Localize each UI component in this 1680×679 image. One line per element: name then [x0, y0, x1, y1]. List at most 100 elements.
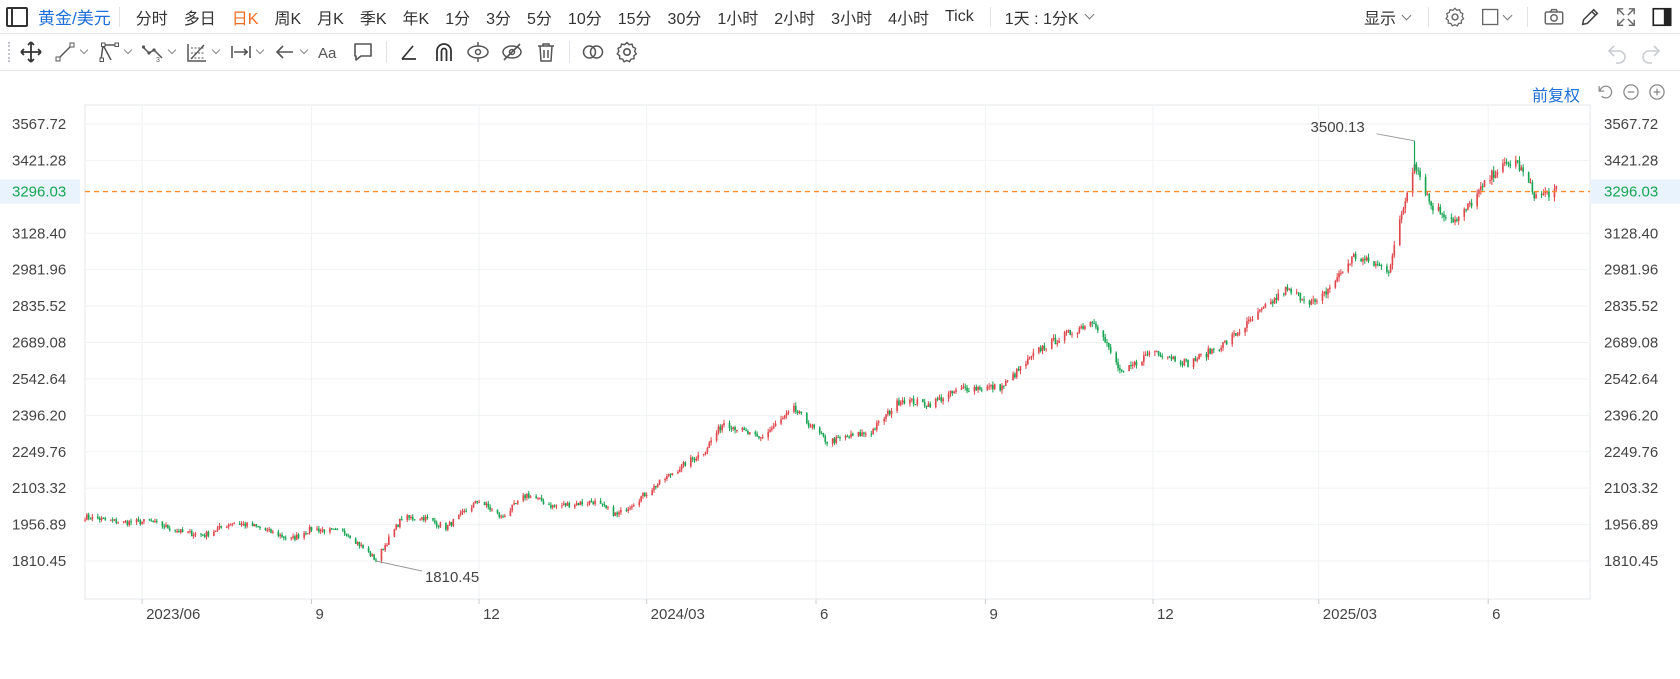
candle-body [677, 471, 679, 474]
trash-icon[interactable] [529, 34, 563, 71]
candle-body [1520, 167, 1523, 171]
period-tab[interactable]: 5分 [527, 10, 552, 28]
zoom-in-icon[interactable] [1644, 80, 1670, 104]
compare-icon[interactable] [576, 34, 610, 71]
candle-body [1120, 370, 1123, 372]
move-icon[interactable] [14, 34, 48, 71]
candle-body [586, 503, 589, 505]
candle-body [1341, 271, 1344, 273]
period-tab[interactable]: 1分 [445, 10, 471, 28]
comment-icon[interactable] [346, 34, 380, 71]
undo-icon[interactable] [1600, 34, 1634, 71]
candle-body [1014, 373, 1016, 378]
candle-body [445, 522, 447, 530]
text-icon[interactable]: Aa [312, 34, 346, 71]
candle-body [723, 423, 725, 426]
zoom-out-icon[interactable] [1618, 80, 1644, 104]
candle-body [782, 417, 784, 420]
period-tab[interactable]: 周K [274, 10, 302, 28]
layout-icon[interactable] [1473, 0, 1519, 34]
toolbar-divider [386, 41, 387, 63]
candle-body [266, 529, 269, 531]
magnet-icon[interactable] [427, 34, 461, 71]
candle-body [251, 522, 254, 527]
panel-icon[interactable] [1644, 0, 1680, 34]
hide-icon[interactable] [495, 34, 529, 71]
arrow-icon[interactable] [268, 34, 312, 71]
candle-body [706, 447, 709, 452]
candle-body [745, 429, 747, 432]
candle-body [1284, 287, 1287, 295]
period-tab[interactable]: 分时 [135, 10, 168, 28]
period-tab[interactable]: 年K [402, 10, 430, 28]
candle-body [968, 391, 970, 393]
candle-body [522, 495, 525, 501]
candle-body [573, 504, 576, 508]
candle-body [98, 518, 101, 521]
candle-body [1065, 331, 1068, 333]
candle-body [229, 524, 232, 526]
candle-body [548, 504, 550, 506]
period-tab[interactable]: Tick [944, 7, 974, 25]
wave-icon[interactable]: 3 [136, 34, 180, 71]
line-icon[interactable] [48, 34, 92, 71]
period-tab[interactable]: 4小时 [888, 10, 929, 28]
period-tab[interactable]: 3分 [486, 10, 512, 28]
angle-icon[interactable] [393, 34, 427, 71]
range-dropdown[interactable]: 1天 : 1分K [999, 5, 1099, 29]
camera-icon[interactable] [1536, 0, 1572, 34]
period-tab[interactable]: 30分 [667, 10, 702, 28]
candle-body [627, 508, 630, 511]
candle-body [1095, 323, 1097, 328]
candle-body [769, 429, 771, 433]
sidebar-toggle-icon[interactable] [6, 6, 28, 27]
symbol-selector[interactable]: 黄金/美元 [38, 9, 111, 28]
candle-body [336, 529, 339, 531]
candle-body [684, 462, 687, 467]
period-tab[interactable]: 1小时 [717, 10, 759, 28]
candle-body [1235, 333, 1237, 336]
fib-icon[interactable] [180, 34, 224, 71]
measure-icon[interactable] [224, 34, 268, 71]
toolbar-divider [118, 6, 120, 27]
period-tab[interactable]: 2小时 [774, 10, 816, 28]
price-adjust-toggle[interactable]: 前复权 [1531, 88, 1580, 105]
period-tab[interactable]: 多日 [183, 10, 216, 28]
candlestick-chart[interactable]: 3567.72 3567.72 3421.28 3421.28 3128.40 3128.… [0, 71, 1680, 679]
candle-body [1479, 186, 1482, 191]
channel-icon[interactable] [92, 34, 136, 71]
period-tab[interactable]: 季K [359, 10, 387, 28]
candle-body [1050, 338, 1053, 349]
redo-icon[interactable] [1634, 34, 1668, 71]
candle-body [898, 400, 900, 406]
period-tab[interactable]: 3小时 [831, 10, 873, 28]
y-tick-label-right: 2396.20 [1604, 407, 1658, 424]
period-tab[interactable]: 月K [317, 10, 344, 28]
toolbar-grip[interactable] [8, 42, 14, 62]
reset-icon[interactable] [1592, 80, 1618, 104]
candle-body [540, 497, 543, 502]
chart-area[interactable]: 3567.72 3567.72 3421.28 3421.28 3128.40 3128.… [0, 71, 1680, 679]
candle-body [666, 475, 668, 480]
settings-icon[interactable] [1437, 0, 1473, 34]
candle-body [601, 503, 604, 505]
current-price-badge-right [1591, 179, 1680, 204]
eye-lock-icon[interactable] [461, 34, 495, 71]
period-tab[interactable]: 日K [231, 10, 259, 28]
top-toolbar: 黄金/美元 分时 多日 日K 周K 月K 季K 年K 1分 3分 5分 10分 15分 30分 1小时 2小… [0, 0, 1680, 34]
display-dropdown[interactable]: 显示 [1358, 5, 1416, 29]
period-tab[interactable]: 15分 [617, 10, 652, 28]
candle-body [607, 507, 609, 509]
candle-body [1352, 254, 1355, 258]
fullscreen-icon[interactable] [1608, 0, 1644, 34]
candle-body [1275, 298, 1278, 300]
candle-body [1179, 361, 1182, 365]
period-tab[interactable]: 10分 [567, 10, 602, 28]
candle-body [1181, 364, 1184, 366]
pencil-icon[interactable] [1572, 0, 1608, 34]
y-tick-label-right: 2542.64 [1604, 371, 1658, 388]
candle-body [111, 519, 114, 521]
candle-body [148, 519, 151, 521]
tool-settings-icon[interactable] [610, 34, 644, 71]
candle-body [977, 387, 979, 390]
